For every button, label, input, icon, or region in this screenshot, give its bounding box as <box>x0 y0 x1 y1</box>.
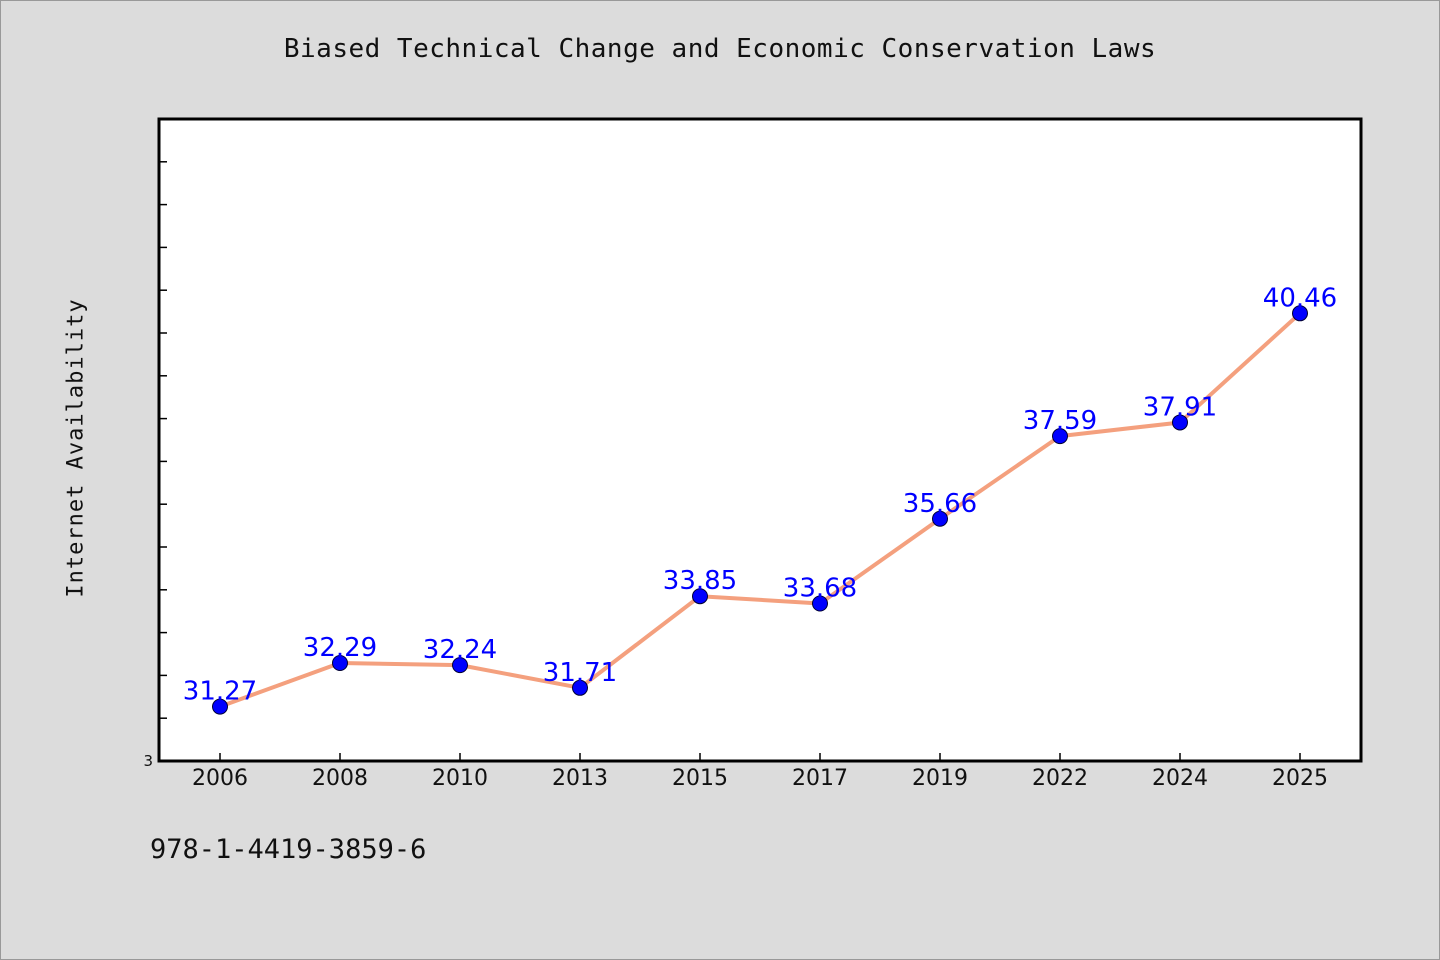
plot-area <box>157 117 1363 763</box>
data-point <box>572 679 588 696</box>
chart-title: Biased Technical Change and Economic Con… <box>283 34 1157 64</box>
x-tick-label: 2006 <box>192 766 248 791</box>
data-point <box>812 595 828 612</box>
series-line <box>219 311 1302 709</box>
x-tick-label: 2017 <box>792 766 848 791</box>
data-point <box>692 588 708 605</box>
data-labels: 31.27 32.29 32.24 31.71 33.85 33.68 35.66 37.59… <box>183 283 1337 706</box>
x-tick-label: 2013 <box>552 766 608 791</box>
data-label: 37.91 <box>1143 392 1217 422</box>
y-axis-min-label: 3 <box>143 752 153 770</box>
x-tick-label: 2022 <box>1032 766 1088 791</box>
data-label: 35.66 <box>903 489 977 519</box>
data-point <box>932 510 948 527</box>
data-label: 33.85 <box>663 566 737 596</box>
data-point <box>332 654 348 671</box>
data-label: 32.24 <box>423 635 497 665</box>
data-point <box>1292 305 1308 322</box>
data-point <box>452 657 468 674</box>
x-tick-label: 2024 <box>1152 766 1208 791</box>
data-label: 40.46 <box>1263 283 1337 313</box>
x-axis-ticks: 2006 2008 2010 2013 2015 2017 2019 2022 2024 2025 <box>192 753 1328 791</box>
data-label: 33.68 <box>783 573 857 603</box>
data-point <box>212 698 228 715</box>
data-point <box>1172 414 1188 431</box>
data-label: 31.71 <box>543 658 617 688</box>
x-tick-label: 2015 <box>672 766 728 791</box>
series-points <box>212 305 1308 715</box>
data-point <box>1052 428 1068 445</box>
x-tick-label: 2010 <box>432 766 488 791</box>
y-axis-ticks <box>159 161 167 719</box>
data-label: 31.27 <box>183 677 257 707</box>
footer-isbn: 978-1-4419-3859-6 <box>150 834 427 865</box>
x-tick-label: 2025 <box>1272 766 1328 791</box>
x-tick-label: 2019 <box>912 766 968 791</box>
x-tick-label: 2008 <box>312 766 368 791</box>
data-label: 37.59 <box>1023 406 1097 436</box>
data-label: 32.29 <box>303 633 377 663</box>
